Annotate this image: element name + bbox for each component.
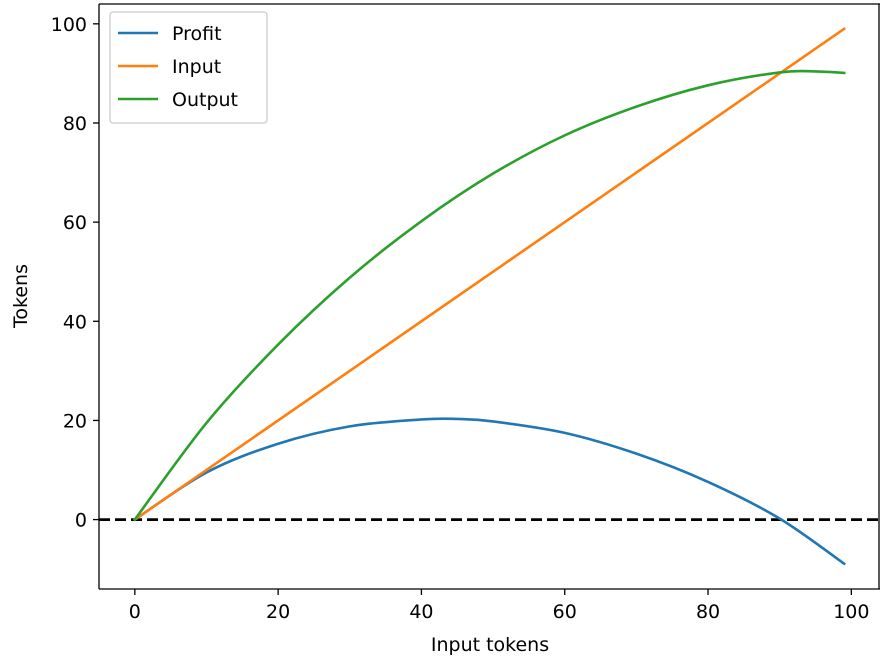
y-tick-label: 100	[51, 14, 87, 36]
x-tick-label: 0	[129, 601, 141, 623]
plot-area	[99, 26, 880, 566]
y-axis-label: Tokens	[10, 264, 32, 329]
x-tick-label: 100	[833, 601, 869, 623]
series-line-input	[133, 26, 846, 522]
legend-label-input: Input	[172, 56, 221, 78]
x-tick-label: 60	[553, 601, 577, 623]
legend: Profit Input Output	[109, 11, 268, 124]
series-line-output	[133, 69, 846, 522]
x-tick-label: 20	[266, 601, 290, 623]
legend-box	[109, 11, 268, 124]
y-tick-label: 80	[63, 113, 87, 135]
series-line-profit	[133, 417, 846, 566]
y-tick-label: 0	[75, 510, 87, 532]
x-tick-label: 80	[696, 601, 720, 623]
legend-label-profit: Profit	[172, 23, 222, 45]
y-tick-label: 60	[63, 212, 87, 234]
axis-ticks: 0 20 40 60 80 100 0 20 40 60 80 100	[51, 3, 880, 623]
x-axis-label: Input tokens	[431, 634, 549, 656]
y-tick-label: 20	[63, 410, 87, 432]
x-tick-label: 40	[409, 601, 433, 623]
y-tick-label: 40	[63, 311, 87, 333]
legend-label-output: Output	[172, 89, 238, 111]
